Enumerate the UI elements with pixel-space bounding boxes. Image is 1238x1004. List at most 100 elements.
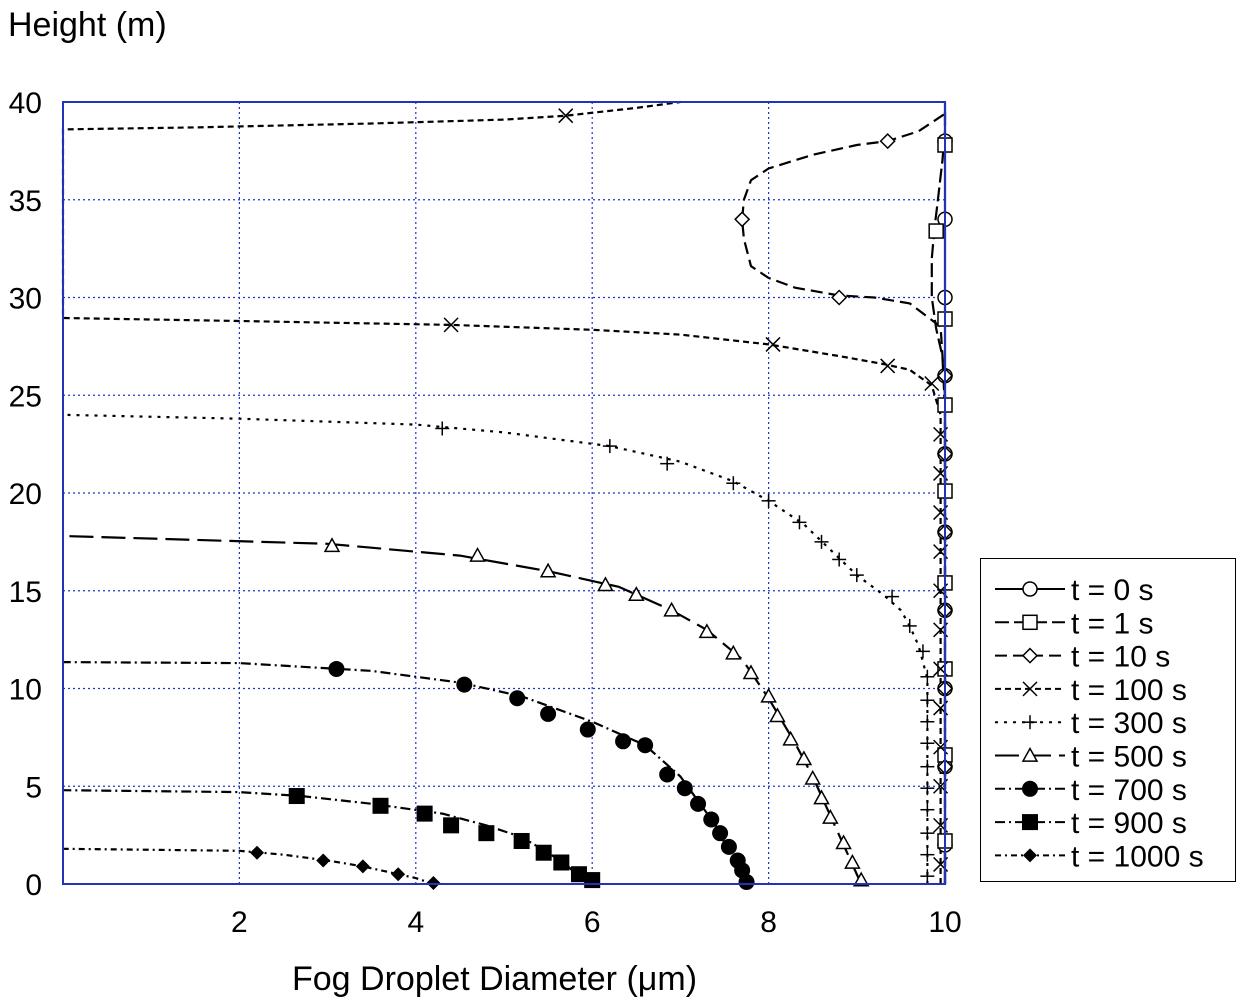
legend-marker	[1021, 746, 1039, 762]
series-t-500-s-point	[822, 808, 839, 824]
series-t-1000-s-line	[62, 847, 434, 886]
series-t-300-s-line	[62, 413, 929, 884]
y-tick-label: 25	[9, 380, 42, 413]
series-t-700-s-point	[328, 660, 345, 677]
series-t-700-s-point	[703, 811, 720, 828]
legend-label: t = 100 s	[1071, 674, 1187, 707]
series-t-700-s-point	[456, 676, 473, 693]
series-t-700-s-line	[62, 661, 748, 885]
series-t-300-s-point	[602, 439, 617, 454]
series-t-1000-s-point	[250, 845, 265, 860]
series-t-300-s-point	[902, 618, 917, 633]
series-t-10-s-point	[734, 211, 751, 228]
y-tick-label: 20	[9, 478, 42, 511]
series-t-500-s-point	[698, 623, 716, 639]
grid-lines	[63, 102, 945, 884]
series-t-500-s-line	[62, 534, 863, 885]
x-mark-stroke	[765, 336, 781, 352]
y-tick-label: 15	[9, 576, 42, 609]
markers-layer	[250, 108, 954, 891]
legend-marker	[1022, 614, 1038, 631]
series-t-900-s-point	[416, 805, 433, 822]
series-t-300-s-point	[920, 869, 935, 884]
series-t-500-s-point	[597, 576, 614, 592]
series-t-100-s-point	[880, 358, 896, 374]
series-t-900-s-line	[62, 789, 593, 885]
series-t-900-s-point	[553, 854, 570, 871]
series-t-700-s-point	[729, 852, 746, 869]
tick-labels: 2 4 6 8 10 0 5 10 15 20 25 30 35 40	[9, 87, 962, 939]
x-tick-label: 8	[760, 906, 777, 939]
series-t-700-s-point	[615, 733, 632, 750]
legend-entry-t-10-s: t = 10 s	[995, 641, 1170, 674]
series-t-700-s-point	[712, 825, 729, 842]
series-t-300-s-point	[435, 421, 450, 436]
legend-entry-t-300-s: t = 300 s	[995, 707, 1187, 740]
series-t-500-s-point	[742, 664, 760, 680]
series-t-300-s-point	[920, 759, 935, 774]
series-t-700-s-point	[509, 690, 526, 707]
series-t-900-s-point	[372, 797, 389, 814]
series-t-300-s-point	[920, 669, 935, 684]
legend-marker	[1022, 780, 1038, 797]
series-t-500-s-point	[769, 707, 786, 723]
series-t-500-s-point	[852, 871, 870, 887]
series-t-10-s-point	[879, 133, 896, 150]
plot-area-frame	[62, 101, 946, 885]
y-tick-label: 10	[9, 674, 42, 707]
series-t-700-s-point	[720, 838, 737, 855]
legend-entry-t-0-s: t = 0 s	[995, 574, 1154, 607]
series-t-100-s-point	[765, 336, 781, 352]
x-mark-stroke	[1022, 681, 1038, 697]
series-t-1000-s-point	[391, 867, 406, 882]
series-t-900-s-point	[478, 825, 495, 842]
legend-label: t = 300 s	[1071, 707, 1187, 740]
series-t-500-s-point	[795, 750, 813, 766]
x-tick-label: 10	[928, 906, 961, 939]
series-t-300-s-point	[726, 476, 741, 491]
series-t-900-s-point	[513, 832, 530, 849]
series-t-300-s-point	[660, 456, 675, 471]
series-t-300-s-point	[920, 693, 935, 708]
legend-label: t = 1000 s	[1071, 840, 1204, 873]
y-tick-label: 5	[25, 771, 42, 804]
legend-entry-t-700-s: t = 700 s	[995, 774, 1187, 807]
x-mark-stroke	[880, 358, 896, 374]
series-t-500-s-point	[539, 562, 557, 578]
legend-entries: t = 0 st = 1 st = 10 st = 100 st = 300 s…	[995, 574, 1204, 873]
series-t-1000-s-point	[316, 853, 331, 868]
legend-entry-t-500-s: t = 500 s	[995, 741, 1187, 774]
series-t-700-s-point	[659, 766, 676, 783]
series-t-300-s-point	[920, 736, 935, 751]
series-t-700-s-point	[540, 705, 557, 722]
series-t-500-s-point	[323, 537, 341, 553]
series-t-100-s-line	[61, 100, 942, 884]
series-t-100-s-point	[924, 375, 940, 392]
y-tick-label: 30	[9, 283, 42, 316]
legend-label: t = 500 s	[1071, 741, 1187, 774]
series-t-500-s-point	[725, 644, 742, 660]
series-t-100-s-point	[558, 108, 574, 124]
series-t-500-s-point	[844, 853, 861, 869]
series-t-300-s-point	[920, 802, 935, 817]
x-mark-stroke	[443, 317, 459, 333]
x-mark-stroke	[924, 375, 940, 392]
x-tick-label: 4	[407, 906, 424, 939]
series-t-300-s-point	[761, 493, 776, 508]
legend-entry-t-1-s: t = 1 s	[995, 607, 1154, 640]
legend-label: t = 10 s	[1071, 641, 1170, 674]
series-t-10-s-line	[740, 112, 947, 884]
series-t-300-s-point	[849, 568, 864, 583]
y-axis-label: Height (m)	[8, 6, 167, 44]
series-t-300-s-point	[915, 644, 930, 659]
series-t-300-s-point	[814, 534, 829, 549]
legend-marker	[1022, 581, 1038, 597]
series-t-900-s-point	[443, 817, 460, 834]
series-t-900-s-point	[535, 844, 552, 861]
series-t-1-s-point	[928, 223, 944, 239]
x-tick-label: 6	[584, 906, 601, 939]
y-tick-label: 0	[25, 869, 42, 902]
legend-marker	[1022, 681, 1038, 697]
legend-label: t = 700 s	[1071, 774, 1187, 807]
